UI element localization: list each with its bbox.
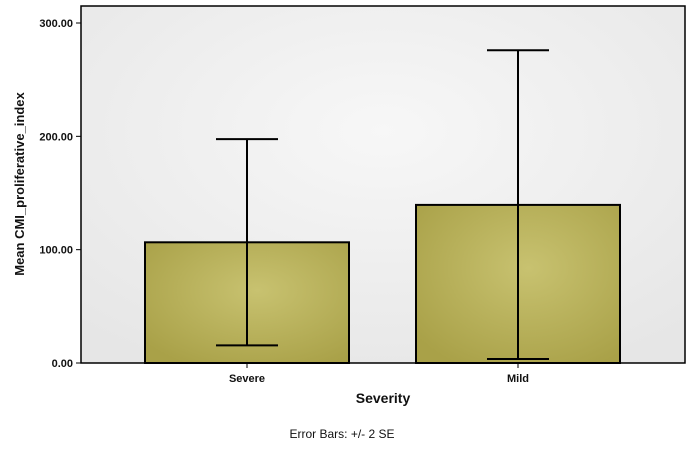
- y-tick-label: 0.00: [52, 358, 73, 370]
- plot-frame: [80, 5, 686, 364]
- x-axis: Severe Mild: [229, 363, 529, 385]
- y-axis: 0.00 100.00 200.00 300.00: [39, 18, 81, 370]
- y-tick-label: 200.00: [39, 131, 73, 143]
- x-axis-title: Severity: [356, 390, 411, 406]
- error-bar-footnote: Error Bars: +/- 2 SE: [289, 427, 394, 441]
- y-tick-label: 100.00: [39, 245, 73, 257]
- y-axis-title: Mean CMI_proliferative_index: [12, 91, 27, 275]
- y-tick-label: 300.00: [39, 18, 73, 30]
- error-bar-mild: [487, 49, 549, 361]
- error-bar-severe: [216, 138, 278, 347]
- x-tick-label-mild: Mild: [507, 373, 529, 385]
- error-bars: [216, 49, 549, 361]
- x-tick-label-severe: Severe: [229, 373, 265, 385]
